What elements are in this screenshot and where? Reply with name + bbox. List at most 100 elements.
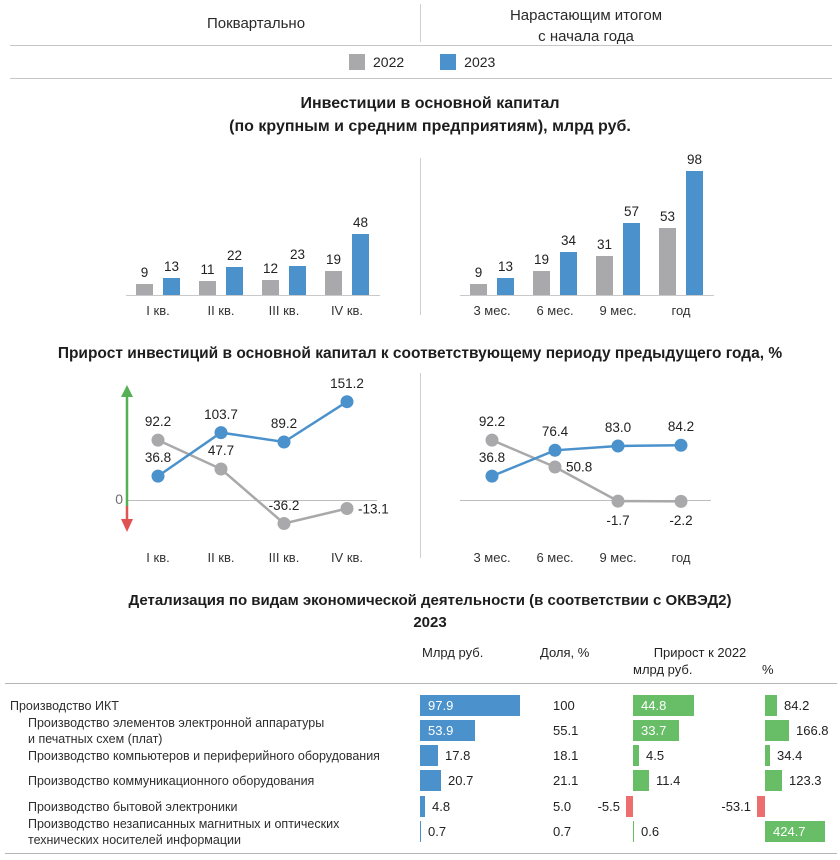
detail-title-line2: 2023 [413,614,447,631]
mlrd-bar [420,821,421,842]
row-label-line: Производство бытовой электроники [28,799,238,814]
investments-title-line2: (по крупным и средним предприятиям), млр… [229,118,631,135]
point-label-2022: 92.2 [478,414,506,430]
bar-value-label: 98 [686,152,703,167]
row-label: Производство ИКТ [10,693,119,718]
x-tick-label: 3 мес. [473,550,511,565]
point-label-2023: 151.2 [330,375,364,391]
line-chart-canvas [485,433,688,508]
growth-bar [626,796,633,817]
mlrd-value: 53.9 [428,723,454,738]
detail-title-line1: Детализация по видам экономической деяте… [128,592,732,609]
row-label-line: Производство незаписанных магнитных и оп… [28,816,340,831]
bar-2023-II кв. [226,267,243,295]
growth-value: 44.8 [641,698,667,713]
table-row: Производство ИКТ 97.9 100 44.8 84.2 [0,693,840,718]
mlrd-bar [420,720,475,741]
detail-title: Детализация по видам экономической деяте… [20,590,840,634]
pct-bar [765,770,782,791]
bar-2022-I кв. [136,284,153,295]
point-label-2022: -2.2 [669,513,693,529]
x-tick-label: 6 мес. [536,303,574,318]
x-tick-label: год [671,303,691,318]
bar-value-label: 34 [560,233,577,248]
table-row: Производство бытовой электроники 4.8 5.0 -5… [0,794,840,819]
legend-label-2023: 2023 [464,54,496,70]
row-label-line: технических носителей информации [28,832,241,847]
arrow-down-icon [121,519,133,532]
x-tick-label: IV кв. [330,550,364,565]
point-label-2022: 47.7 [207,443,235,458]
bar-2023-9 мес. [623,223,640,295]
bar-chart-quarterly: I кв. 9 13 II кв. 11 22 III кв. 12 23 IV кв. 19 48 [110,150,410,325]
mlrd-bar [420,770,441,791]
share-value: 100 [553,698,575,713]
x-tick-label: 9 мес. [599,550,637,565]
x-tick-label: I кв. [146,303,170,318]
x-tick-label: 9 мес. [599,303,637,318]
chart-legend: 2022 2023 [349,54,495,70]
bar-2023-III кв. [289,266,306,295]
pct-bar [765,695,777,716]
col-header-growth-mlrd: млрд руб. [633,662,693,677]
column-title-quarterly: Поквартально [206,15,306,32]
column-title-cumulative-line2: с начала года [538,28,634,45]
data-point-2023 [277,435,291,449]
point-label-2022: -13.1 [358,501,389,516]
line-chart-quarterly: 92.2 47.7 -36.2 -13.1 36.8 103.7 89.2 151.2 I кв… [110,372,410,572]
pct-value: 84.2 [784,698,810,713]
point-label-2023: 103.7 [204,406,238,422]
x-axis-line [460,295,714,296]
bar-value-label: 13 [497,259,514,274]
data-point-2022 [611,494,625,508]
pct-value: 34.4 [777,748,803,763]
row-label: Производство компьютеров и периферийного… [28,743,380,768]
row-label-line: Производство ИКТ [10,698,119,713]
mlrd-bar [420,695,520,716]
bar-value-label: 31 [596,237,613,252]
investments-title-line1: Инвестиции в основной капитал [300,95,560,112]
point-label-2022: -1.7 [606,513,630,529]
col-header-share: Доля, % [540,645,590,660]
arrow-up-icon [121,385,133,397]
pct-value: -53.1 [721,799,751,814]
row-label: Производство коммуникационного оборудова… [28,768,314,793]
bar-2022-IV кв. [325,271,342,295]
data-point-2022 [340,502,354,515]
line-chart-canvas [151,395,354,530]
x-tick-label: III кв. [268,303,300,318]
bar-value-label: 48 [352,215,369,230]
share-value: 55.1 [553,723,579,738]
table-row: Производство незаписанных магнитных и оп… [0,816,840,847]
x-tick-label: 3 мес. [473,303,511,318]
row-label: Производство элементов электронной аппар… [28,716,324,746]
data-point-2022 [548,460,562,474]
table-row: Производство компьютеров и периферийного… [0,743,840,768]
line-charts-divider [420,373,421,558]
data-point-2023 [611,439,625,453]
header-divider [420,4,421,42]
point-label-2022: -36.2 [268,497,300,513]
growth-title: Прирост инвестиций в основной капитал к … [57,345,783,362]
mlrd-value: 17.8 [445,748,471,763]
point-label-2023: 84.2 [667,419,695,435]
point-label-2023: 36.8 [478,450,506,466]
point-label-2022: 50.8 [566,459,593,475]
col-header-growth: Прирост к 2022 [653,645,747,660]
bar-2023-3 мес. [497,278,514,295]
pct-bar [765,720,789,741]
mlrd-value: 4.8 [432,799,451,814]
data-point-2022 [151,433,165,447]
bar-value-label: 57 [623,204,640,219]
bar-2022-6 мес. [533,271,550,295]
table-rule-top [5,683,837,684]
data-point-2022 [214,462,228,476]
column-title-cumulative: Нарастающим итогом с начала года [436,5,736,47]
bar-chart-cumulative: 3 мес. 9 13 6 мес. 19 34 9 мес. 31 57 год 53 98 [444,150,744,325]
column-title-cumulative-line1: Нарастающим итогом [509,7,663,24]
mlrd-value: 0.7 [428,824,447,839]
bar-charts-divider [420,158,421,315]
data-point-2022 [674,494,688,508]
x-tick-label: IV кв. [330,303,364,318]
